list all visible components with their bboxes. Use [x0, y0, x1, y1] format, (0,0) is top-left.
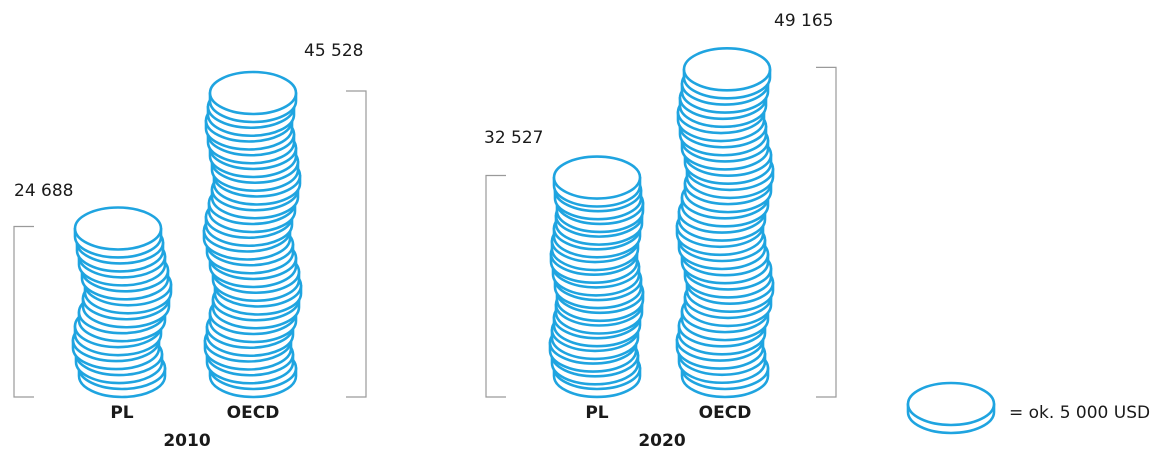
coin-stack-2010-oecd — [202, 70, 303, 399]
value-bracket-2020-oecd — [816, 66, 837, 398]
coin-icon — [208, 70, 298, 124]
value-label-2010-oecd: 45 528 — [304, 41, 363, 61]
value-bracket-2020-pl — [485, 174, 506, 398]
coin-icon — [73, 206, 163, 259]
value-bracket-2010-oecd — [346, 90, 367, 398]
coin-icon — [906, 381, 996, 435]
legend: = ok. 5 000 USD — [906, 381, 1150, 435]
year-label-2010: 2010 — [163, 431, 210, 451]
category-label-2020-oecd: OECD — [699, 403, 752, 423]
category-label-2010-oecd: OECD — [227, 403, 280, 423]
value-label-2020-oecd: 49 165 — [774, 11, 833, 31]
category-label-2020-pl: PL — [585, 403, 608, 423]
category-label-2010-pl: PL — [110, 403, 133, 423]
coin-icon — [682, 47, 772, 100]
legend-label: = ok. 5 000 USD — [1009, 403, 1150, 423]
coin-icon — [552, 155, 642, 208]
coin-stack-2020-pl — [548, 155, 645, 399]
value-label-2010-pl: 24 688 — [14, 181, 73, 201]
value-brackets — [13, 66, 837, 398]
year-label-2020: 2020 — [638, 431, 685, 451]
value-label-2020-pl: 32 527 — [484, 128, 543, 148]
value-bracket-2010-pl — [13, 225, 34, 398]
coin-stacks — [71, 47, 775, 399]
coin-stack-2020-oecd — [675, 47, 775, 399]
coin-stack-2010-pl — [71, 206, 173, 399]
legend-coin-icon — [906, 381, 996, 435]
